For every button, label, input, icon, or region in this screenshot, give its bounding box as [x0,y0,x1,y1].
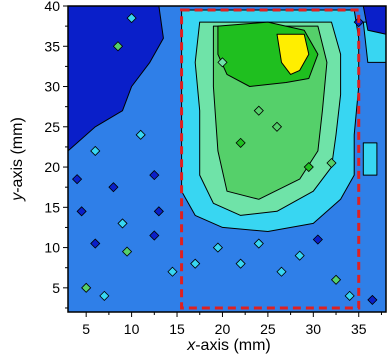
contour-spot-18 [235,258,246,269]
y-tick-label-20: 20 [44,159,60,175]
contour-spot-1 [126,13,137,24]
contour-spot-29 [217,57,228,68]
x-tick-label-15: 15 [169,321,185,337]
x-axis-label: x-axis (mm) [186,337,271,354]
contour-spot-8 [117,218,128,229]
y-axis-label: y-axis (mm) [9,117,26,202]
plot-frame [67,5,387,313]
contour-spot-12 [149,230,160,241]
contour-spot-26 [271,121,283,132]
x-tick-label-30: 30 [306,321,322,337]
y-tick-label-5: 5 [52,280,60,296]
y-axis-ticks: 5 10 15 20 25 30 35 40 [44,0,68,309]
contour-region-8 [362,6,386,35]
contour-spot-7 [76,206,87,217]
contour-spot-10 [90,238,101,249]
highlight-box [180,8,361,310]
plot-area [68,6,386,312]
y-tick-label-40: 40 [44,0,60,14]
y-tick-label-30: 30 [44,79,60,95]
x-tick-label-10: 10 [124,321,140,337]
contour-spot-0 [112,41,124,52]
contour-spot-9 [153,206,164,217]
contour-spot-30 [253,105,264,116]
contour-spot-25 [235,137,246,148]
y-tick-label-35: 35 [44,38,60,54]
contour-spot-20 [276,266,287,277]
contour-regions [68,6,386,232]
contour-spot-19 [253,238,264,249]
contour-spot-16 [190,258,201,269]
contour-spot-28 [326,157,337,169]
contour-region-7 [362,142,378,176]
x-tick-label-5: 5 [82,321,90,337]
y-tick-label-15: 15 [44,199,60,215]
contour-spot-4 [72,174,83,185]
contour-spot-3 [135,129,146,140]
contour-spot-6 [149,170,160,181]
contour-spot-27 [303,161,314,173]
contour-spot-5 [108,182,119,193]
contour-spot-14 [99,290,110,301]
contour-spot-24 [344,290,355,301]
contour-spot-23 [330,274,342,285]
contour-spots [72,13,378,305]
contour-spot-31 [367,294,378,305]
contour-spot-13 [81,282,92,293]
contour-spot-15 [167,266,178,277]
x-tick-label-35: 35 [351,321,367,337]
contour-spot-21 [294,250,305,261]
contour-spot-17 [212,242,223,253]
contour-spot-2 [90,145,101,157]
y-tick-label-25: 25 [44,119,60,135]
y-tick-label-10: 10 [44,240,60,256]
x-tick-label-20: 20 [215,321,231,337]
contour-spot-11 [121,246,133,257]
x-tick-label-25: 25 [260,321,276,337]
contour-region-0 [68,6,164,152]
contour-spot-22 [312,234,323,245]
contour-region-5 [276,33,310,75]
